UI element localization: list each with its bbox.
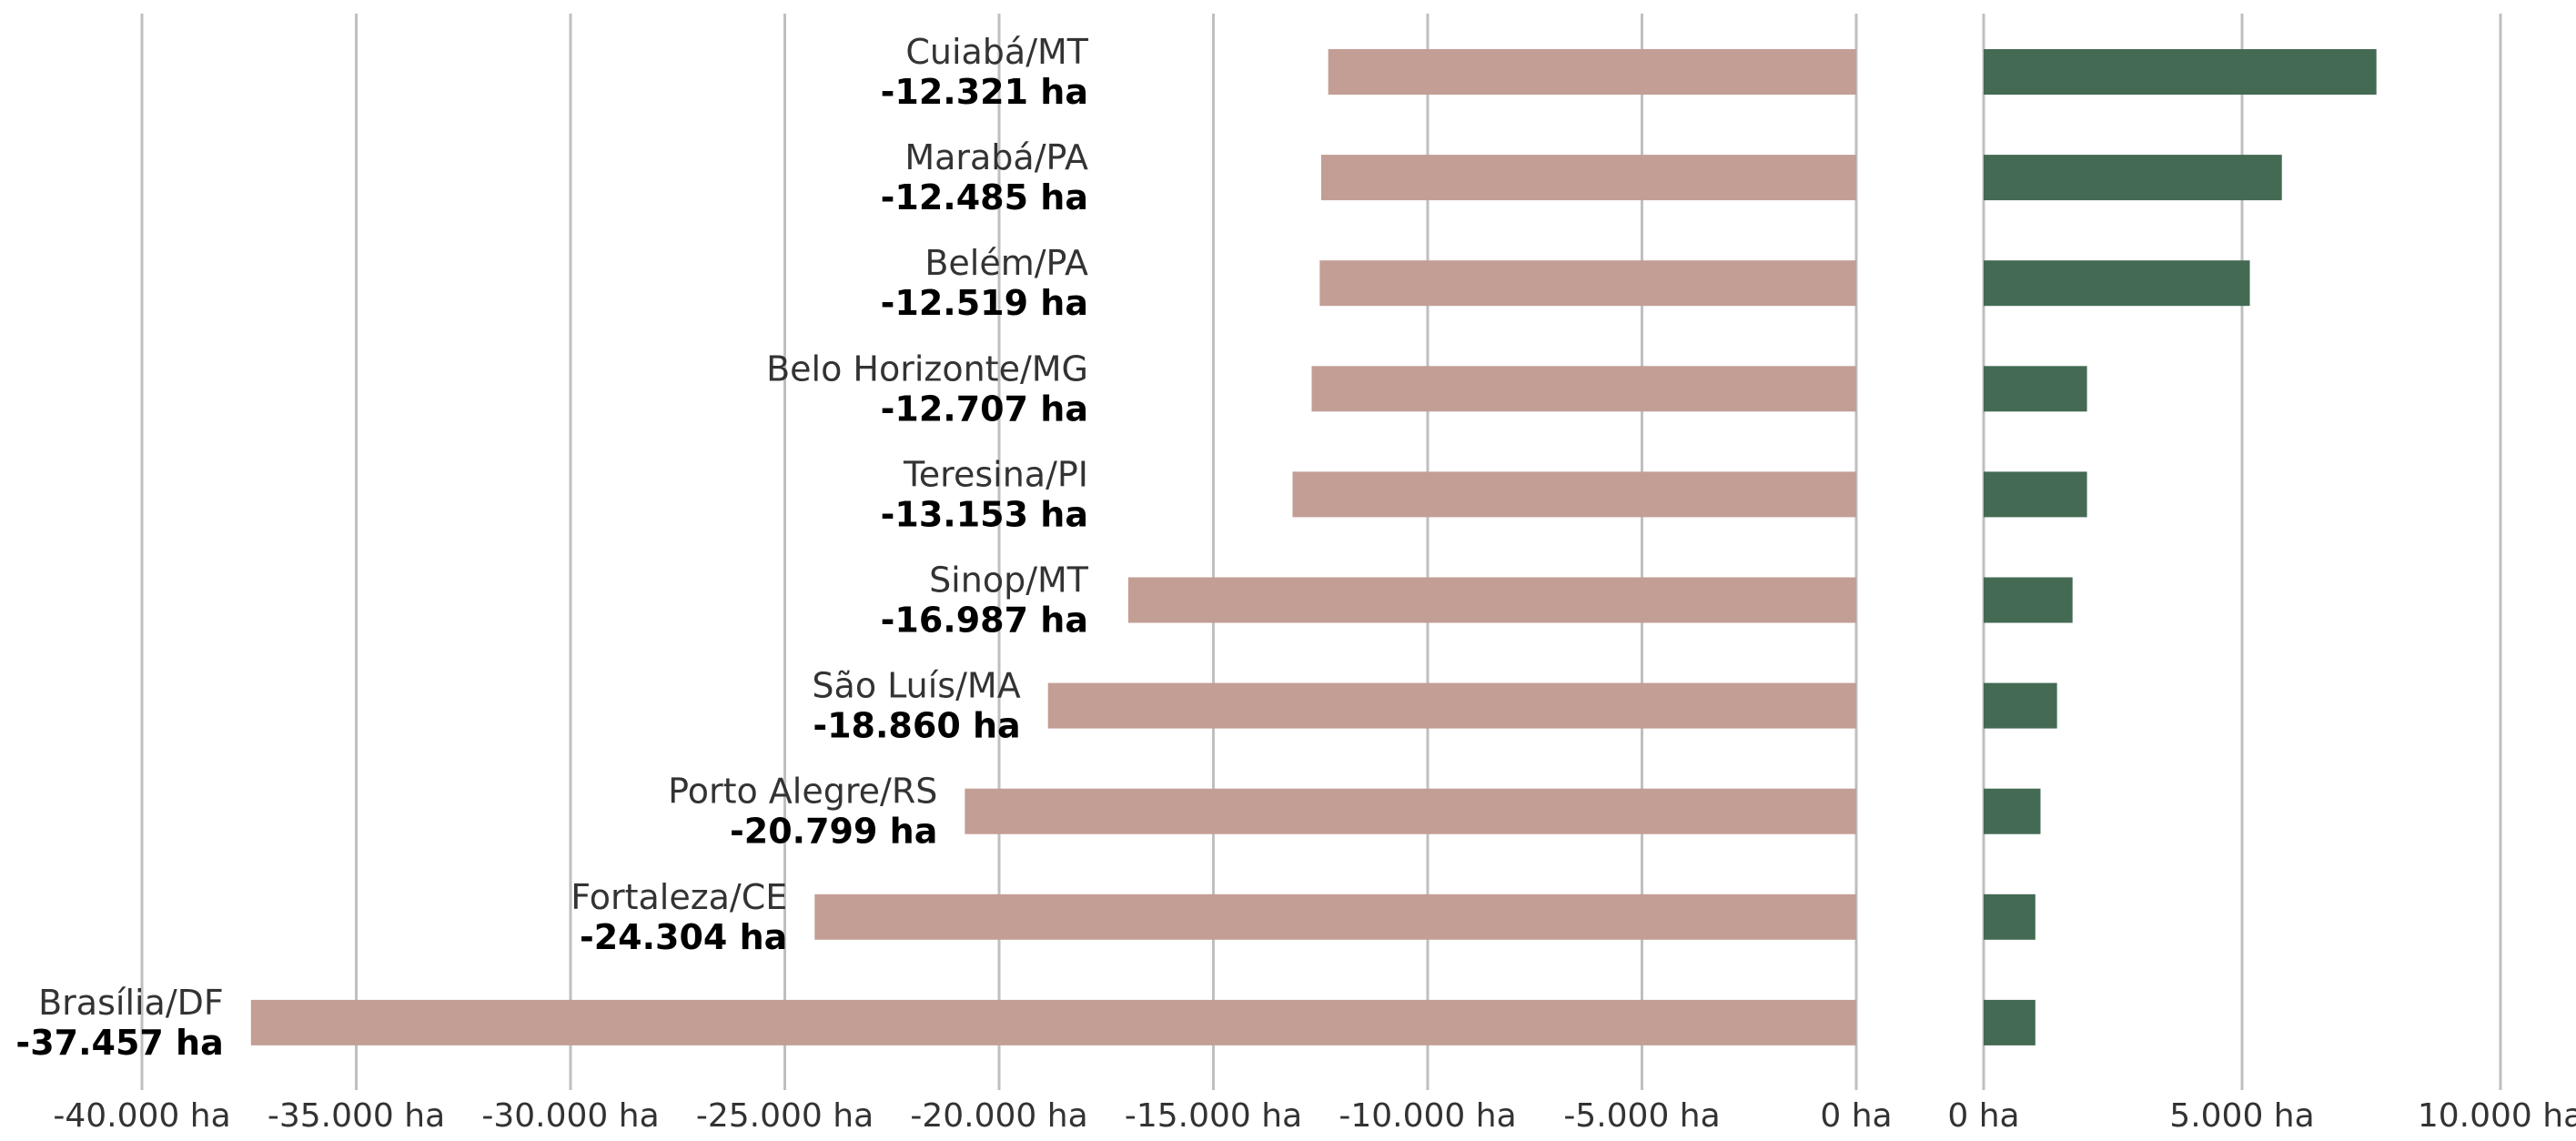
left-bar bbox=[814, 894, 1856, 940]
left-bars bbox=[250, 49, 1857, 1045]
left-tick-label: -10.000 ha bbox=[1339, 1097, 1516, 1135]
left-bar bbox=[1320, 155, 1856, 201]
right-bar bbox=[1984, 155, 2282, 201]
bar-value-label: -12.485 ha bbox=[881, 177, 1088, 217]
right-bar bbox=[1984, 577, 2073, 623]
left-bar bbox=[1047, 682, 1856, 729]
left-bar bbox=[1292, 471, 1856, 518]
left-bar bbox=[1127, 577, 1856, 623]
left-tick-label: 0 ha bbox=[1820, 1097, 1892, 1135]
left-bar bbox=[1311, 366, 1856, 412]
bar-category-label: Belo Horizonte/MG bbox=[766, 348, 1088, 389]
left-bar bbox=[1328, 49, 1856, 95]
bar-category-label: Teresina/PI bbox=[903, 454, 1088, 494]
right-bar bbox=[1984, 49, 2377, 95]
bar-value-label: -16.987 ha bbox=[881, 601, 1088, 641]
bar-category-label: Porto Alegre/RS bbox=[668, 772, 937, 812]
left-tick-label: -20.000 ha bbox=[910, 1097, 1087, 1135]
bar-value-label: -24.304 ha bbox=[580, 917, 787, 957]
right-bar bbox=[1984, 366, 2087, 412]
right-axis-ticks: 0 ha 5.000 ha 10.000 ha bbox=[1947, 1097, 2576, 1135]
right-tick-label: 10.000 ha bbox=[2418, 1097, 2576, 1135]
right-bar bbox=[1984, 682, 2057, 729]
left-tick-label: -35.000 ha bbox=[268, 1097, 445, 1135]
bar-category-label: Sinop/MT bbox=[929, 560, 1089, 601]
bar-value-label: -12.707 ha bbox=[881, 389, 1088, 429]
bar-value-label: -37.457 ha bbox=[15, 1023, 223, 1063]
left-bar bbox=[250, 999, 1857, 1045]
bar-value-label: -20.799 ha bbox=[730, 812, 937, 852]
right-bar bbox=[1984, 260, 2250, 307]
left-bar-labels: Cuiabá/MT-12.321 ha Marabá/PA-12.485 ha Be… bbox=[15, 32, 1088, 1063]
bar-category-label: Belém/PA bbox=[924, 243, 1088, 283]
left-axis-ticks: -40.000 ha -35.000 ha -30.000 ha -25.000 ha… bbox=[53, 1097, 1892, 1135]
left-tick-label: -30.000 ha bbox=[481, 1097, 659, 1135]
bar-value-label: -12.519 ha bbox=[881, 283, 1088, 323]
right-bar bbox=[1984, 788, 2041, 834]
bar-category-label: Fortaleza/CE bbox=[571, 877, 787, 917]
bar-category-label: Cuiabá/MT bbox=[905, 32, 1088, 72]
bar-category-label: Marabá/PA bbox=[904, 137, 1088, 177]
bar-value-label: -13.153 ha bbox=[881, 494, 1088, 534]
left-tick-label: -25.000 ha bbox=[696, 1097, 874, 1135]
left-bar bbox=[965, 788, 1856, 834]
bar-category-label: São Luís/MA bbox=[812, 666, 1020, 706]
right-tick-label: 5.000 ha bbox=[2169, 1097, 2314, 1135]
left-bar bbox=[1319, 260, 1856, 307]
right-bar bbox=[1984, 471, 2087, 518]
bar-value-label: -12.321 ha bbox=[881, 72, 1088, 112]
right-tick-label: 0 ha bbox=[1947, 1097, 2019, 1135]
right-bar bbox=[1984, 894, 2036, 940]
right-bars bbox=[1984, 49, 2377, 1045]
left-tick-label: -40.000 ha bbox=[53, 1097, 230, 1135]
left-tick-label: -5.000 ha bbox=[1563, 1097, 1720, 1135]
bar-value-label: -18.860 ha bbox=[813, 706, 1020, 746]
bar-category-label: Brasília/DF bbox=[38, 983, 224, 1023]
right-bar bbox=[1984, 999, 2036, 1045]
left-tick-label: -15.000 ha bbox=[1125, 1097, 1302, 1135]
